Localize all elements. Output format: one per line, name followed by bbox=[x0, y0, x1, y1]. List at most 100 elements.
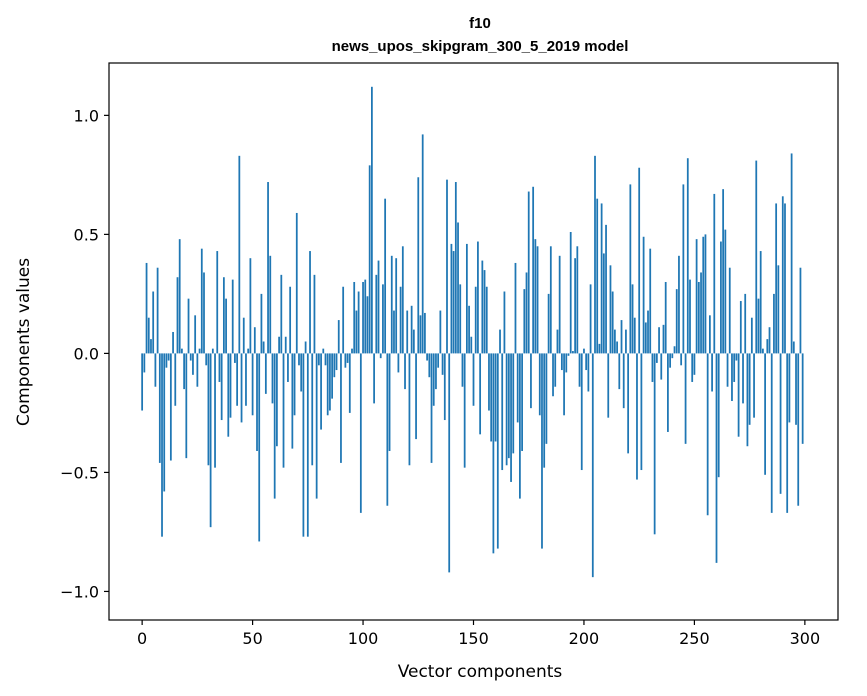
bar bbox=[627, 353, 630, 454]
bar bbox=[242, 317, 245, 354]
bar bbox=[386, 353, 389, 506]
bar bbox=[452, 251, 455, 354]
bar bbox=[417, 177, 420, 354]
bar bbox=[600, 203, 603, 354]
bar bbox=[651, 353, 654, 382]
bar bbox=[505, 353, 508, 466]
bar bbox=[512, 353, 515, 454]
bar bbox=[196, 353, 199, 387]
bar bbox=[388, 353, 391, 451]
bar bbox=[766, 339, 769, 354]
bar bbox=[567, 353, 570, 356]
bar bbox=[680, 353, 683, 366]
bar bbox=[678, 255, 680, 354]
bar bbox=[541, 353, 543, 549]
bar bbox=[620, 320, 623, 354]
bar bbox=[211, 348, 214, 354]
bar bbox=[523, 289, 526, 354]
bar bbox=[203, 272, 205, 354]
bar bbox=[576, 246, 579, 354]
bar bbox=[519, 353, 521, 499]
bar bbox=[777, 265, 780, 354]
y-tick-label: 0.0 bbox=[74, 344, 99, 363]
bar bbox=[631, 284, 634, 354]
bar bbox=[311, 353, 314, 466]
bar bbox=[658, 327, 660, 354]
bar bbox=[686, 158, 689, 354]
y-tick-label: 0.5 bbox=[74, 225, 99, 244]
bar bbox=[315, 353, 318, 499]
bar bbox=[410, 305, 413, 354]
bar bbox=[178, 239, 181, 354]
bar bbox=[439, 310, 442, 354]
bar bbox=[622, 353, 625, 409]
bar bbox=[715, 353, 718, 563]
bar bbox=[675, 289, 678, 354]
bar bbox=[474, 286, 477, 354]
bar bbox=[340, 353, 342, 463]
bar bbox=[289, 286, 292, 354]
bar bbox=[174, 353, 177, 406]
bar bbox=[499, 329, 501, 354]
bar bbox=[536, 246, 539, 354]
bar bbox=[481, 260, 484, 354]
y-axis-ticks: −1.0 −0.5 0.0 0.5 1.0 bbox=[60, 106, 109, 601]
bar bbox=[602, 253, 605, 354]
bar bbox=[468, 305, 470, 354]
bar bbox=[746, 353, 749, 447]
bar bbox=[141, 353, 144, 411]
bar bbox=[351, 348, 353, 354]
bar bbox=[322, 348, 325, 354]
bar bbox=[302, 353, 305, 537]
bar bbox=[225, 298, 227, 354]
bar bbox=[205, 353, 208, 366]
bar bbox=[194, 315, 197, 354]
plot-frame bbox=[108, 62, 839, 621]
bar bbox=[371, 86, 373, 354]
bar bbox=[649, 248, 652, 354]
bar bbox=[408, 353, 411, 466]
bar bbox=[792, 341, 795, 354]
bar bbox=[264, 353, 267, 394]
bar bbox=[795, 353, 797, 425]
bar bbox=[731, 353, 733, 402]
bar bbox=[236, 353, 239, 406]
bar bbox=[209, 353, 212, 528]
bar bbox=[382, 284, 384, 354]
bar bbox=[726, 353, 729, 387]
bar bbox=[472, 353, 475, 406]
bar bbox=[324, 353, 327, 366]
bar bbox=[706, 353, 709, 516]
bar bbox=[156, 267, 159, 354]
bar bbox=[320, 353, 322, 430]
bar bbox=[253, 327, 256, 354]
bar bbox=[485, 286, 488, 354]
bar bbox=[313, 274, 316, 354]
bar bbox=[457, 222, 459, 354]
bar bbox=[693, 353, 696, 375]
bar bbox=[245, 353, 247, 406]
bar bbox=[450, 243, 453, 354]
bar bbox=[291, 353, 294, 449]
bar bbox=[355, 310, 358, 354]
bar bbox=[435, 353, 437, 390]
x-tick-label: 250 bbox=[679, 629, 710, 648]
bar bbox=[267, 182, 269, 354]
bar bbox=[348, 353, 351, 413]
bar bbox=[653, 353, 656, 535]
bar bbox=[158, 353, 161, 463]
bar bbox=[214, 353, 216, 468]
bar bbox=[662, 324, 665, 354]
bar bbox=[671, 353, 674, 359]
bar bbox=[185, 353, 188, 459]
bar bbox=[625, 329, 627, 354]
bar bbox=[344, 353, 347, 368]
bar bbox=[569, 232, 572, 354]
bar bbox=[424, 312, 426, 354]
bar bbox=[198, 348, 201, 354]
bar bbox=[152, 291, 155, 354]
bar bbox=[580, 353, 583, 471]
bar bbox=[572, 351, 574, 354]
bar bbox=[607, 353, 610, 418]
bar bbox=[565, 353, 568, 373]
